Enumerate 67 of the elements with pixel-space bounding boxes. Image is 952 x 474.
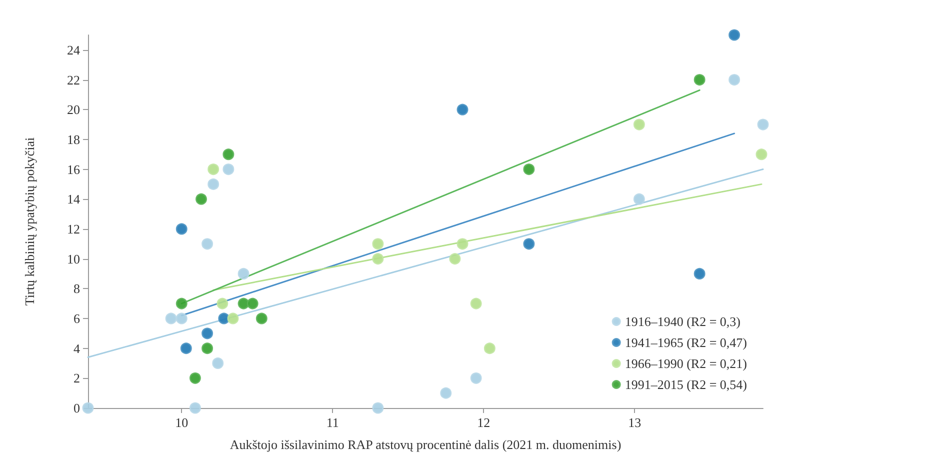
x-tick-label: 13 [628,415,642,430]
point [456,238,468,250]
point [440,387,452,399]
point [202,238,214,250]
point [372,238,384,250]
y-tick-label: 8 [74,281,80,296]
point [523,164,535,176]
x-tick-label: 12 [477,415,490,430]
y-tick-label: 4 [74,340,80,356]
y-tick-label: 12 [67,221,80,236]
y-tick-label: 10 [67,251,80,266]
point [633,118,645,130]
point [756,148,768,160]
x-tick-label: 10 [175,415,188,430]
point [694,268,706,280]
y-tick-label: 2 [74,370,80,386]
y-tick-label: 14 [67,192,80,207]
point [633,193,645,205]
point [694,74,706,86]
y-tick-label: 6 [74,310,80,326]
point [757,118,769,130]
point [449,253,461,265]
point [176,298,188,310]
point [523,238,535,250]
point [256,312,268,324]
y-tick-label: 22 [67,72,80,88]
point [189,372,201,384]
point [227,312,239,324]
point [202,328,214,340]
point [216,298,228,310]
y-tick-label: 0 [74,400,80,416]
point [470,298,482,310]
point [484,342,496,354]
point [246,298,258,310]
point [372,402,384,414]
point [238,268,250,280]
point [202,342,214,354]
point [189,402,201,414]
point [212,357,224,369]
point [208,178,220,190]
point [218,312,230,324]
legend-label: 1991–2015 (R2 = 0,54) [624,377,748,392]
legend-label: 1916–1940 (R2 = 0,3) [624,314,741,329]
x-axis-title: Aukštojo išsilavinimo RAP atstovų procentinė dalis (2021 m. duomenimis) [230,437,622,452]
point [176,223,188,235]
point [728,29,740,41]
y-axis-title: Tirtų kalbinių ypatybių pokyčiai [22,137,37,306]
legend-label: 1941–1965 (R2 = 0,47) [624,335,748,350]
point [728,74,740,86]
point [165,312,177,324]
point [196,193,208,205]
x-tick-label: 11 [326,415,339,430]
point [176,312,188,324]
point [82,402,94,414]
y-tick-label: 24 [67,42,80,58]
point [372,253,384,265]
point [470,372,482,384]
point [222,164,234,176]
point [238,298,250,310]
legend-label: 1966–1990 (R2 = 0,21) [624,356,748,371]
point [208,164,220,176]
point [222,148,234,160]
y-tick-label: 18 [67,132,80,147]
point [180,342,192,354]
y-tick-label: 20 [67,102,80,118]
y-tick-label: 16 [67,162,80,177]
point [456,104,468,116]
